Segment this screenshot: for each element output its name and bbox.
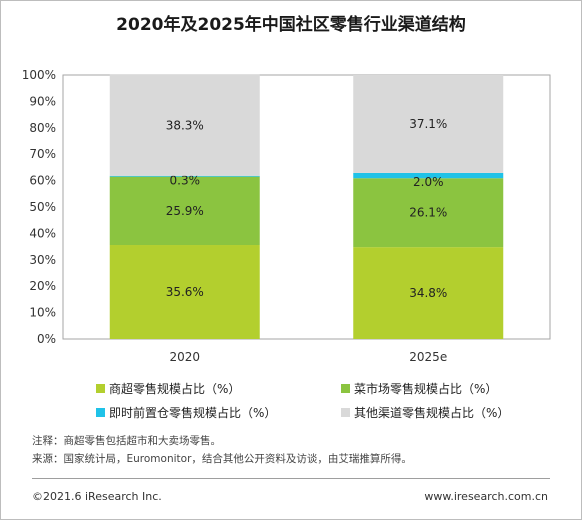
x-tick-label: 2020 xyxy=(169,350,200,364)
bar-segment xyxy=(353,75,504,173)
bar-segment xyxy=(109,175,260,177)
y-tick-label: 100% xyxy=(22,68,56,82)
bar-segment xyxy=(109,74,260,176)
data-label: 38.3% xyxy=(166,118,204,132)
chart-notes: 注释：商超零售包括超市和大卖场零售。 来源：国家统计局，Euromonitor，… xyxy=(32,432,412,468)
copyright: ©2021.6 iResearch Inc. xyxy=(32,490,162,503)
y-tick-label: 90% xyxy=(29,94,56,108)
bar-segment xyxy=(353,178,504,248)
data-label: 2.0% xyxy=(413,175,444,189)
legend-label-wet-market: 菜市场零售规模占比（%） xyxy=(354,382,498,396)
y-tick-label: 0% xyxy=(37,332,56,346)
footer-divider xyxy=(32,478,550,479)
bar-segment xyxy=(109,176,260,246)
legend-label-supermarket: 商超零售规模占比（%） xyxy=(109,382,241,396)
source-text: 来源：国家统计局，Euromonitor，结合其他公开资料及访谈，由艾瑞推算所得… xyxy=(32,453,412,465)
legend-item-other: 其他渠道零售规模占比（%） xyxy=(341,404,509,421)
data-label: 37.1% xyxy=(409,117,447,131)
y-tick-label: 50% xyxy=(29,200,56,214)
bar-segment xyxy=(109,245,260,339)
chart-title: 2020年及2025年中国社区零售行业渠道结构 xyxy=(116,15,466,35)
legend-swatch-other xyxy=(341,408,350,417)
data-label: 35.6% xyxy=(166,285,204,299)
legend-item-front-warehouse: 即时前置仓零售规模占比（%） xyxy=(96,404,276,421)
data-label: 25.9% xyxy=(166,204,204,218)
y-tick-label: 60% xyxy=(29,174,56,188)
note-text: 注释：商超零售包括超市和大卖场零售。 xyxy=(32,435,221,447)
plot-area-border xyxy=(62,74,551,340)
y-tick-label: 70% xyxy=(29,147,56,161)
legend-label-front-warehouse: 即时前置仓零售规模占比（%） xyxy=(109,406,277,420)
x-tick-label: 2025e xyxy=(409,350,447,364)
data-label: 26.1% xyxy=(409,206,447,220)
y-tick-label: 10% xyxy=(29,306,56,320)
legend-item-supermarket: 商超零售规模占比（%） xyxy=(96,380,240,397)
y-tick-label: 20% xyxy=(29,279,56,293)
y-tick-label: 40% xyxy=(29,226,56,240)
legend-item-wet-market: 菜市场零售规模占比（%） xyxy=(341,380,497,397)
y-tick-label: 80% xyxy=(29,121,56,135)
legend-swatch-wet-market xyxy=(341,384,350,393)
stacked-bar-chart: 0% 10% 20% 30% 40% 50% 60% 70% 80% 90% 100% 35.6% 25… xyxy=(22,68,551,364)
website-link[interactable]: www.iresearch.com.cn xyxy=(424,490,548,503)
legend-swatch-front-warehouse xyxy=(96,408,105,417)
legend-swatch-supermarket xyxy=(96,384,105,393)
data-label: 34.8% xyxy=(409,286,447,300)
bar-segment xyxy=(353,172,504,179)
legend-label-other: 其他渠道零售规模占比（%） xyxy=(354,406,510,420)
y-tick-label: 30% xyxy=(29,253,56,267)
data-label: 0.3% xyxy=(170,174,201,188)
bar-segment xyxy=(353,247,504,339)
